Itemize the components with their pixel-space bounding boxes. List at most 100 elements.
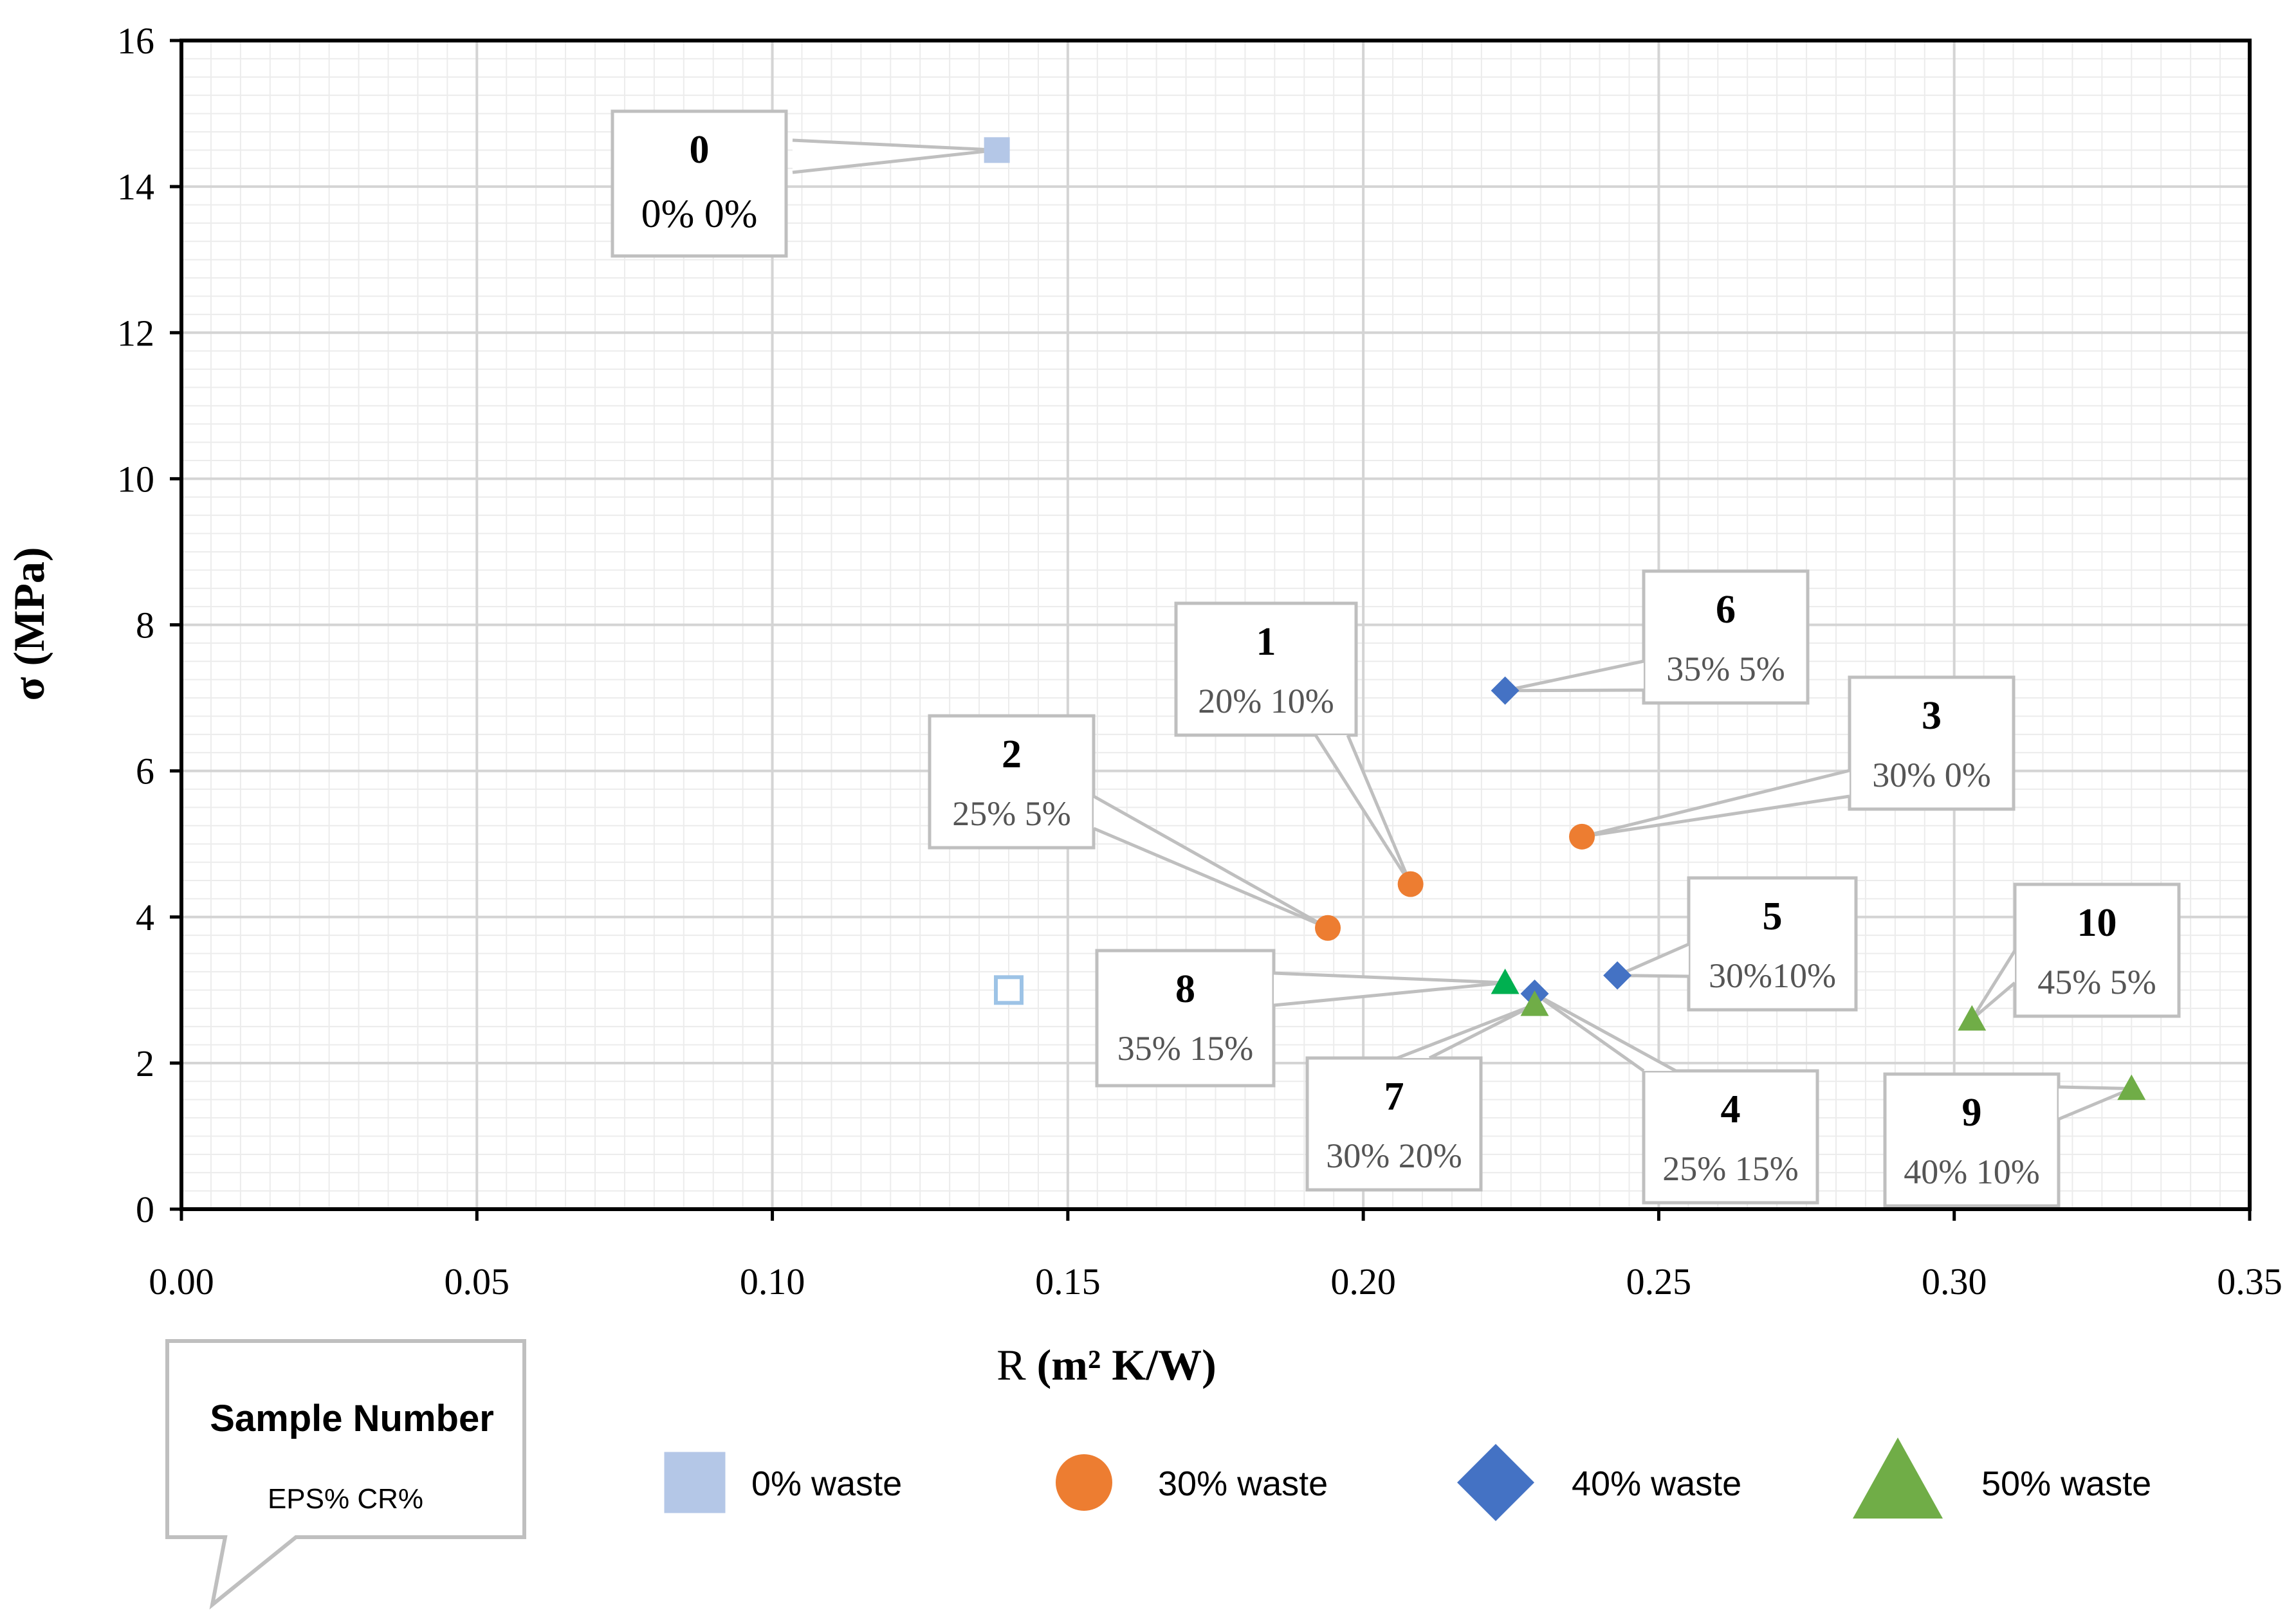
y-tick-label: 2 xyxy=(136,1043,154,1084)
callout-composition: 25% 15% xyxy=(1662,1149,1798,1188)
legend-marker xyxy=(1457,1444,1534,1521)
callout-composition: 30% 20% xyxy=(1326,1136,1462,1175)
callout-box xyxy=(928,714,1096,850)
sample-key-box: Sample Number EPS% CR% xyxy=(165,1339,526,1610)
y-tick-label: 10 xyxy=(117,458,154,500)
callout-box xyxy=(1687,876,1858,1012)
callout-sample-7: 7 30% 20% xyxy=(1305,1003,1536,1192)
legend-label: 0% waste xyxy=(751,1464,902,1503)
legend-marker xyxy=(1853,1437,1943,1519)
callout-pointer xyxy=(1970,949,2017,1021)
callout-sample-number: 7 xyxy=(1384,1075,1404,1118)
y-tick-label: 12 xyxy=(117,312,154,354)
callout-composition: 25% 5% xyxy=(952,794,1070,833)
callout-sample-1: 1 20% 10% xyxy=(1174,601,1412,885)
legend-item-2: 30% waste xyxy=(1056,1454,1328,1511)
x-tick-label: 0.10 xyxy=(740,1261,805,1302)
y-tick-label: 6 xyxy=(136,751,154,792)
callout-pointer xyxy=(792,138,997,174)
callout-sample-number: 6 xyxy=(1716,588,1736,632)
callout-sample-number: 1 xyxy=(1256,620,1276,664)
callout-sample-4: 4 25% 15% xyxy=(1534,992,1819,1205)
legend-label: 50% waste xyxy=(1981,1464,2151,1503)
data-point-sample-3 xyxy=(1569,823,1595,850)
y-tick-label: 4 xyxy=(136,897,154,938)
callout-sample-9: 9 40% 10% xyxy=(1883,1072,2133,1208)
key-subtitle: EPS% CR% xyxy=(268,1483,423,1515)
legend-label: 30% waste xyxy=(1158,1464,1328,1503)
callout-sample-number: 2 xyxy=(1002,733,1022,776)
callout-sample-number: 0 xyxy=(690,128,710,172)
callout-box xyxy=(1642,569,1810,705)
key-speech-bubble xyxy=(165,1339,526,1610)
callout-sample-number: 8 xyxy=(1175,967,1195,1011)
legend-item-4: 50% waste xyxy=(1853,1437,2151,1519)
data-point-sample-0 xyxy=(984,137,1010,163)
callout-composition: 40% 10% xyxy=(1904,1153,2039,1191)
key-title: Sample Number xyxy=(210,1398,494,1439)
callout-box xyxy=(611,109,788,258)
callout-pointer xyxy=(1534,992,1677,1073)
legend-label: 40% waste xyxy=(1572,1464,1741,1503)
x-tick-label: 0.05 xyxy=(445,1261,510,1302)
callout-composition: 35% 15% xyxy=(1117,1029,1253,1068)
callout-sample-number: 9 xyxy=(1962,1091,1982,1135)
tick-labels: 0.00 0.05 0.10 0.15 0.20 0.25 0.30 0.3502468101… xyxy=(117,20,2282,1302)
data-point-sample-10 xyxy=(1958,1005,1987,1031)
y-axis-title: σ (MPa) xyxy=(5,547,53,701)
callout-pointer xyxy=(1505,659,1644,693)
axes xyxy=(170,39,2252,1221)
legend-item-1: 0% waste xyxy=(664,1452,902,1513)
data-point-sample-2 xyxy=(1315,915,1341,941)
callout-composition: 35% 5% xyxy=(1666,650,1785,688)
callout-sample-2: 2 25% 5% xyxy=(928,714,1329,930)
legend-marker xyxy=(1056,1454,1112,1511)
x-tick-label: 0.30 xyxy=(1922,1261,1987,1302)
callout-sample-5: 5 30%10% xyxy=(1617,876,1858,1012)
callout-sample-6: 6 35% 5% xyxy=(1505,569,1810,705)
y-tick-label: 14 xyxy=(117,166,154,208)
callout-composition: 45% 5% xyxy=(2037,963,2156,1001)
callout-box xyxy=(1174,601,1358,737)
callout-pointer xyxy=(2058,1085,2133,1121)
x-axis-title: R (m² K/W) xyxy=(996,1340,1216,1389)
callout-sample-number: 4 xyxy=(1721,1088,1741,1131)
callout-pointer xyxy=(1581,769,1850,839)
callout-box xyxy=(1883,1072,2061,1208)
legend-marker xyxy=(664,1452,726,1513)
callout-box xyxy=(1642,1069,1819,1205)
callout-box xyxy=(1305,1056,1483,1192)
callout-sample-10: 10 45% 5% xyxy=(1970,882,2181,1021)
callout-pointer xyxy=(1273,971,1505,1007)
x-tick-label: 0.15 xyxy=(1035,1261,1101,1302)
callout-sample-8: 8 35% 15% xyxy=(1095,949,1505,1088)
callout-box xyxy=(1848,675,2016,811)
data-point-sample-8 xyxy=(1491,968,1520,994)
data-point-unlabeled xyxy=(994,975,1024,1005)
callout-composition: 30% 0% xyxy=(1872,756,1990,794)
callout-box xyxy=(2013,882,2181,1018)
callout-composition: 20% 10% xyxy=(1198,682,1334,720)
callout-pointer xyxy=(1617,942,1690,978)
data-point-sample-6 xyxy=(1491,676,1520,705)
y-tick-label: 8 xyxy=(136,605,154,646)
data-point-sample-1 xyxy=(1397,871,1424,897)
data-point-sample-9 xyxy=(2117,1074,2146,1100)
callout-sample-number: 3 xyxy=(1922,694,1942,738)
callout-sample-0: 0 0% 0% xyxy=(611,109,997,258)
x-tick-label: 0.20 xyxy=(1330,1261,1396,1302)
callout-composition: 30%10% xyxy=(1709,956,1836,995)
y-tick-label: 16 xyxy=(117,20,154,62)
callout-box xyxy=(1095,949,1276,1088)
data-point-sample-5 xyxy=(1603,961,1632,990)
x-axis-title-unit: (m² K/W) xyxy=(1037,1340,1217,1389)
callout-sample-number: 5 xyxy=(1763,895,1783,938)
x-tick-label: 0.00 xyxy=(149,1261,214,1302)
callout-composition: 0% 0% xyxy=(641,192,758,236)
callout-sample-number: 10 xyxy=(2077,901,2117,945)
callouts: 0 0% 0% 1 20% 10% 2 25% 5% 3 30% 0% 4 25% 15% 5 30%… xyxy=(611,109,2181,1208)
data-point-sample-7 xyxy=(1520,990,1549,1016)
y-tick-label: 0 xyxy=(136,1189,154,1230)
x-axis-title-prefix: R xyxy=(996,1340,1026,1389)
